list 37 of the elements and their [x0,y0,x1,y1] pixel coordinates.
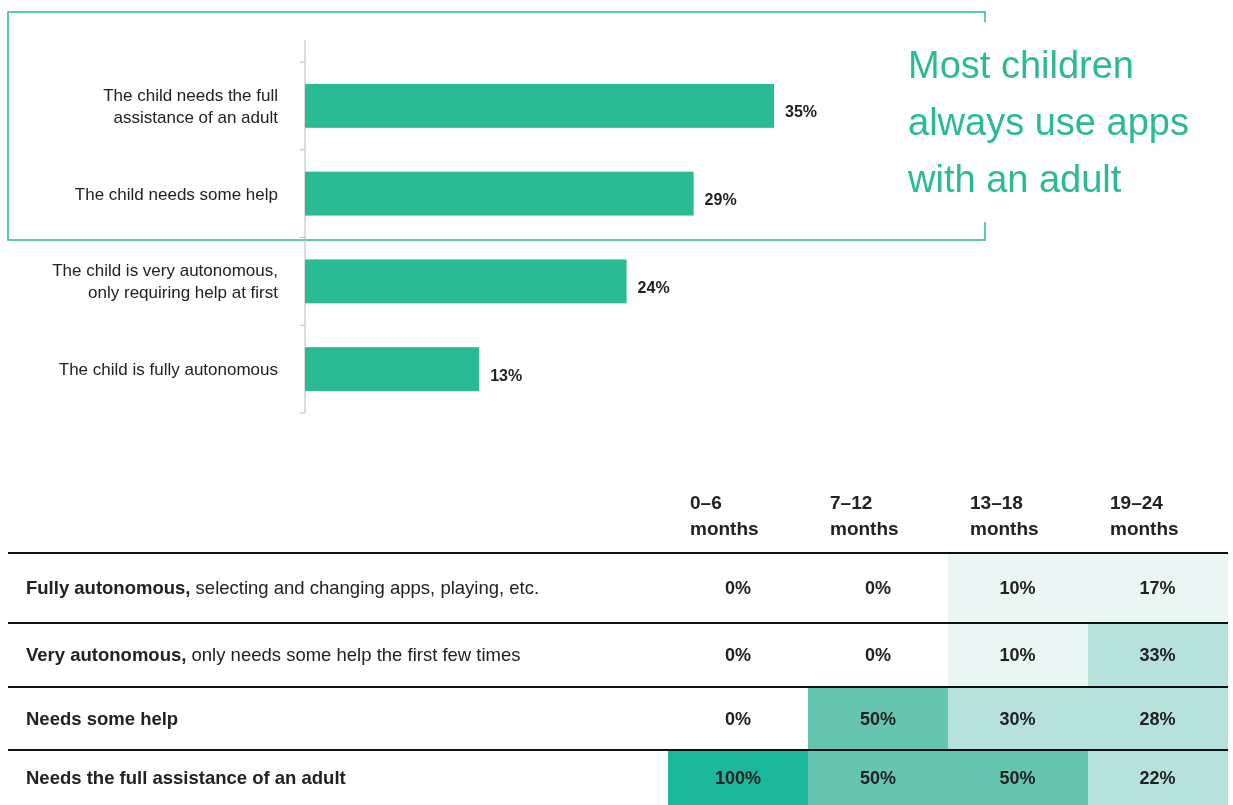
y-tick-label: Fully autonomous, selecting and changing apps, playing, etc. [26,577,540,599]
y-tick-label: Needs the full assistance of an adult [26,766,346,788]
y-tick-label: The child is very autonomous, only requiring help at first [52,261,279,303]
data-label: 0% [724,578,752,599]
x-tick-label: 13–18 months [970,492,1039,539]
data-label: 0% [724,708,752,729]
data-label: 50% [859,767,897,788]
data-label: 22% [1139,767,1176,788]
data-label: 10% [999,578,1036,599]
y-tick-label: The child is fully autonomous [58,360,278,380]
data-label: 50% [999,767,1036,788]
y-tick-label: Needs some help [26,707,179,729]
data-label: 0% [864,578,892,599]
data-label: 13% [490,366,523,384]
data-label: 10% [999,645,1036,666]
bar [305,259,627,304]
x-tick-label: 7–12 months [830,492,899,539]
y-tick-label: Very autonomous, only needs some help the first few times [26,644,521,666]
data-label: 24% [637,278,670,296]
data-label: 28% [1139,708,1176,729]
text: Most children always use apps with an adult [907,44,1189,200]
bar [305,83,774,128]
x-tick-label: 0–6 months [690,492,759,539]
data-label: 100% [714,767,762,788]
data-label: 33% [1139,645,1176,666]
bar [305,347,480,392]
data-label: 35% [785,103,818,121]
data-label: 0% [864,645,892,666]
data-label: 17% [1139,578,1176,599]
y-tick-label: The child needs the full assistance of an adult [103,85,279,127]
data-label: 50% [859,708,897,729]
bar [305,171,694,216]
y-tick-label: The child needs some help [74,184,278,204]
x-tick-label: 19–24 months [1110,492,1179,539]
data-label: 0% [724,645,752,666]
data-label: 29% [704,191,737,209]
data-label: 30% [999,708,1036,729]
